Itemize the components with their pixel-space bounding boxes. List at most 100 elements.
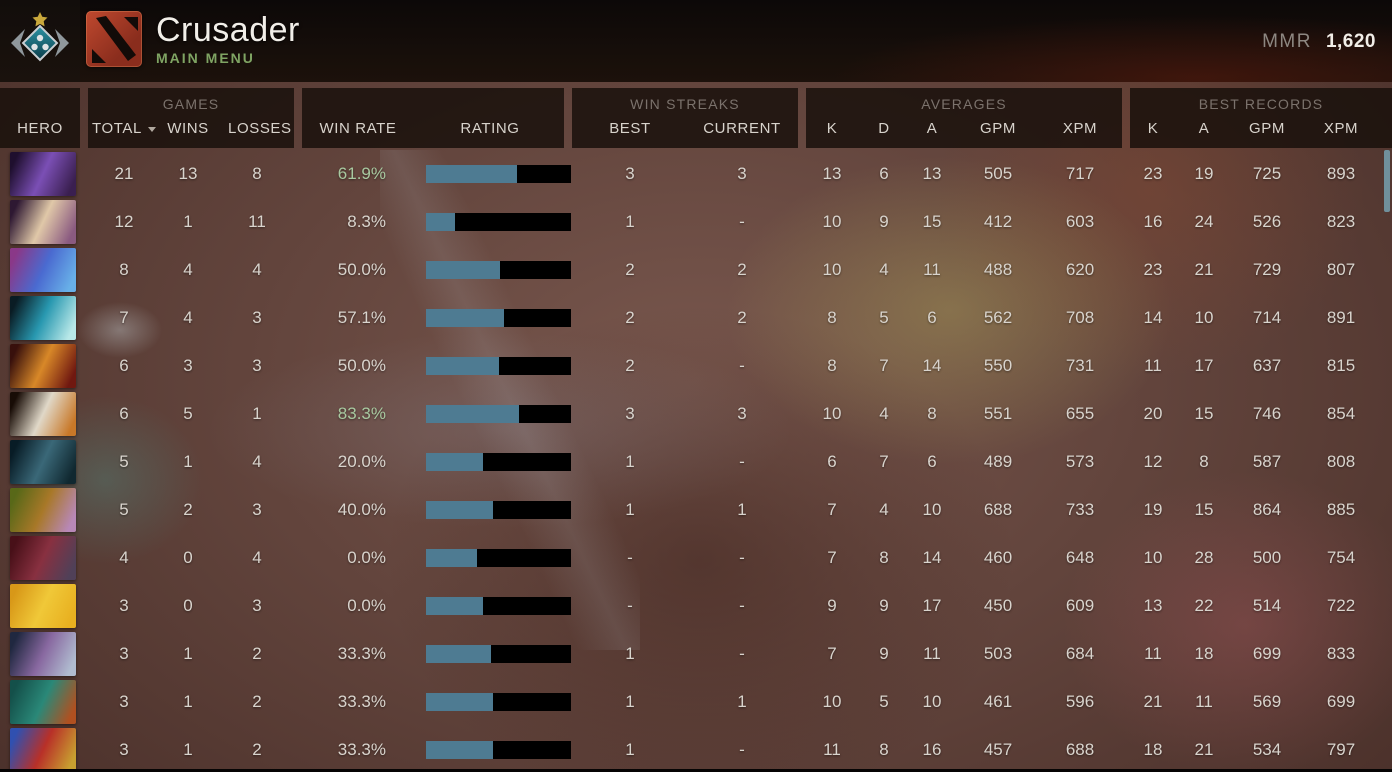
- hero-stats-row[interactable]: 8 4 4 50.0% 2 2 10 4 11 488 620 23 21 72…: [0, 246, 1392, 294]
- record-gpm-value: 587: [1252, 452, 1282, 471]
- losses-value: 8: [252, 164, 262, 183]
- scrollbar[interactable]: [1384, 150, 1390, 212]
- win-rate-value: 0.0%: [347, 596, 386, 615]
- hero-portrait: [10, 728, 76, 772]
- current-streak-value: 3: [737, 164, 747, 183]
- hero-stats-row[interactable]: 5 2 3 40.0% 1 1 7 4 10 688 733 19 15 864…: [0, 486, 1392, 534]
- avg-gpm-value: 688: [983, 500, 1013, 519]
- record-xpm-value: 807: [1326, 260, 1356, 279]
- column-header-win-rate[interactable]: WIN RATE: [319, 120, 397, 137]
- mmr-value: 1,620: [1325, 31, 1376, 52]
- avg-assists-value: 10: [922, 500, 942, 519]
- mmr-label: MMR: [1262, 31, 1312, 52]
- record-gpm-value: 569: [1252, 692, 1282, 711]
- record-xpm-value: 893: [1326, 164, 1356, 183]
- main-menu-link[interactable]: MAIN MENU: [156, 50, 255, 66]
- rating-bar: [426, 309, 571, 327]
- wins-value: 5: [183, 404, 193, 423]
- record-assists-value: 11: [1195, 692, 1213, 711]
- record-assists-value: 21: [1194, 740, 1214, 759]
- record-assists-value: 15: [1194, 404, 1214, 423]
- dota2-logo-icon[interactable]: [86, 11, 142, 67]
- current-streak-value: -: [739, 356, 745, 375]
- column-header-wins[interactable]: WINS: [167, 120, 209, 137]
- hero-stats-row[interactable]: 12 1 11 8.3% 1 - 10 9 15 412 603 16 24 5…: [0, 198, 1392, 246]
- avg-xpm-value: 620: [1065, 260, 1095, 279]
- column-header-best[interactable]: BEST: [609, 120, 651, 137]
- record-kills-value: 10: [1143, 548, 1163, 567]
- hero-portrait: [10, 392, 76, 436]
- win-rate-value: 57.1%: [337, 308, 386, 327]
- current-streak-value: -: [739, 548, 745, 567]
- avg-kills-value: 6: [827, 452, 837, 471]
- avg-assists-value: 10: [922, 692, 942, 711]
- hero-stats-row[interactable]: 3 1 2 33.3% 1 - 7 9 11 503 684 11 18 699…: [0, 630, 1392, 678]
- record-xpm-value: 891: [1326, 308, 1356, 327]
- losses-value: 11: [248, 212, 266, 231]
- hero-portrait: [10, 248, 76, 292]
- record-gpm-value: 725: [1252, 164, 1282, 183]
- rating-bar: [426, 693, 571, 711]
- avg-gpm-value: 489: [983, 452, 1013, 471]
- rating-bar-fill: [426, 645, 492, 663]
- total-games-value: 3: [119, 596, 129, 615]
- column-header-record-xpm[interactable]: XPM: [1323, 120, 1359, 137]
- column-header-assists[interactable]: A: [926, 120, 938, 137]
- hero-stats-row[interactable]: 5 1 4 20.0% 1 - 6 7 6 489 573 12 8 587 8…: [0, 438, 1392, 486]
- win-rate-value: 33.3%: [337, 740, 386, 759]
- wins-value: 13: [178, 164, 198, 183]
- wins-value: 0: [183, 596, 193, 615]
- avg-assists-value: 6: [927, 308, 937, 327]
- best-streak-value: 1: [625, 644, 635, 663]
- column-header-total[interactable]: TOTAL: [88, 114, 160, 144]
- avg-kills-value: 9: [827, 596, 837, 615]
- hero-portrait: [10, 536, 76, 580]
- hero-stats-row[interactable]: 21 13 8 61.9% 3 3 13 6 13 505 717 23 19 …: [0, 150, 1392, 198]
- hero-stats-row[interactable]: 3 0 3 0.0% - - 9 9 17 450 609 13 22 514 …: [0, 582, 1392, 630]
- win-rate-value: 83.3%: [337, 404, 386, 423]
- total-games-value: 5: [119, 452, 129, 471]
- column-header-kills[interactable]: K: [826, 120, 838, 137]
- mmr-display: MMR 1,620: [1262, 31, 1376, 53]
- column-header-record-kills[interactable]: K: [1147, 120, 1159, 137]
- column-header-current[interactable]: CURRENT: [703, 120, 781, 137]
- column-header-losses[interactable]: LOSSES: [228, 120, 292, 137]
- record-kills-value: 18: [1143, 740, 1163, 759]
- column-header-record-assists[interactable]: A: [1198, 120, 1210, 137]
- avg-gpm-value: 505: [983, 164, 1013, 183]
- column-header-xpm[interactable]: XPM: [1062, 120, 1098, 137]
- group-label-win-streaks: WIN STREAKS: [630, 96, 740, 112]
- hero-stats-row[interactable]: 6 3 3 50.0% 2 - 8 7 14 550 731 11 17 637…: [0, 342, 1392, 390]
- hero-stats-row[interactable]: 4 0 4 0.0% - - 7 8 14 460 648 10 28 500 …: [0, 534, 1392, 582]
- losses-value: 2: [252, 692, 262, 711]
- hero-stats-row[interactable]: 7 4 3 57.1% 2 2 8 5 6 562 708 14 10 714 …: [0, 294, 1392, 342]
- current-streak-value: -: [739, 212, 745, 231]
- hero-stats-row[interactable]: 3 1 2 33.3% 1 1 10 5 10 461 596 21 11 56…: [0, 678, 1392, 726]
- avg-xpm-value: 717: [1065, 164, 1095, 183]
- avg-assists-value: 8: [927, 404, 937, 423]
- column-header-record-gpm[interactable]: GPM: [1249, 120, 1285, 137]
- column-header-hero[interactable]: HERO: [17, 120, 63, 137]
- column-header-deaths[interactable]: D: [878, 120, 890, 137]
- wins-value: 0: [183, 548, 193, 567]
- hero-portrait: [10, 584, 76, 628]
- hero-portrait: [10, 632, 76, 676]
- avg-gpm-value: 550: [983, 356, 1013, 375]
- record-kills-value: 23: [1143, 260, 1163, 279]
- wins-value: 1: [183, 644, 193, 663]
- avg-kills-value: 10: [822, 404, 842, 423]
- record-kills-value: 11: [1144, 644, 1162, 663]
- rank-medal-icon[interactable]: [0, 0, 80, 82]
- top-bar: Crusader MAIN MENU MMR 1,620: [0, 0, 1392, 82]
- current-streak-value: -: [739, 740, 745, 759]
- current-streak-value: 2: [737, 260, 747, 279]
- record-assists-value: 15: [1194, 500, 1214, 519]
- column-header-gpm[interactable]: GPM: [980, 120, 1016, 137]
- hero-portrait: [10, 440, 76, 484]
- hero-stats-row[interactable]: 6 5 1 83.3% 3 3 10 4 8 551 655 20 15 746…: [0, 390, 1392, 438]
- record-gpm-value: 864: [1252, 500, 1282, 519]
- hero-stats-row[interactable]: 3 1 2 33.3% 1 - 11 8 16 457 688 18 21 53…: [0, 726, 1392, 772]
- avg-assists-value: 11: [923, 260, 941, 279]
- rating-bar-fill: [426, 501, 493, 519]
- column-header-rating[interactable]: RATING: [460, 120, 520, 137]
